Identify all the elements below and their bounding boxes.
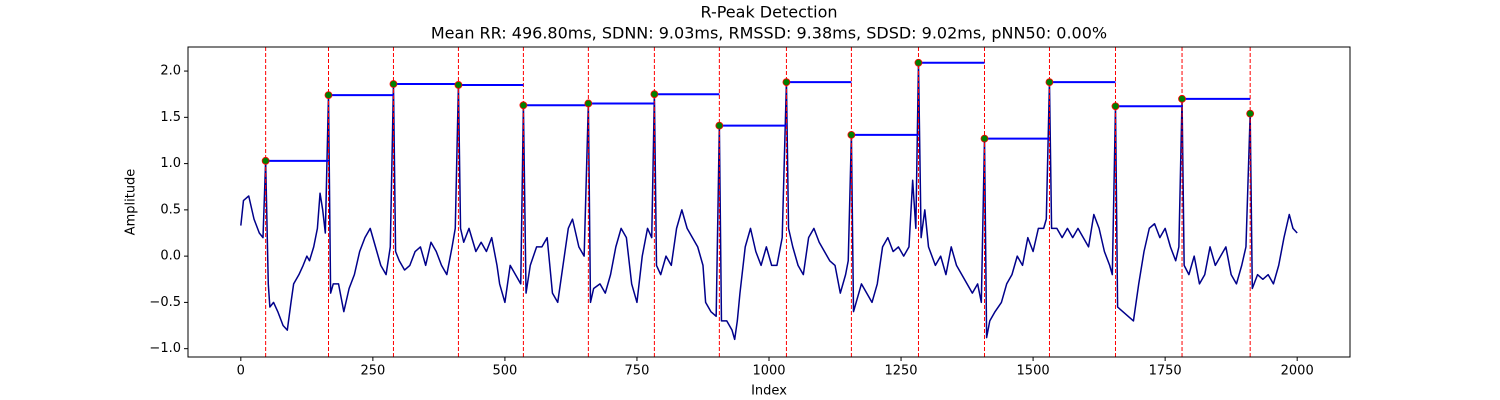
r-peak bbox=[1246, 109, 1255, 118]
x-tick-label: 0 bbox=[237, 364, 245, 379]
r-peak bbox=[584, 99, 593, 108]
y-tick-label: −1.0 bbox=[149, 341, 181, 356]
y-tick-label: 1.5 bbox=[160, 110, 181, 125]
y-tick-label: 1.0 bbox=[160, 156, 181, 171]
chart-subtitle: Mean RR: 496.80ms, SDNN: 9.03ms, RMSSD: … bbox=[431, 24, 1107, 43]
r-peak bbox=[1111, 102, 1120, 111]
x-tick-label: 1750 bbox=[1149, 364, 1182, 379]
y-tick-label: 0.0 bbox=[160, 249, 181, 264]
x-tick-label: 1250 bbox=[884, 364, 917, 379]
x-tick-label: 750 bbox=[625, 364, 650, 379]
x-axis-label: Index bbox=[751, 384, 787, 399]
x-tick-label: 500 bbox=[492, 364, 517, 379]
plot-frame bbox=[187, 46, 1351, 358]
r-peak bbox=[1045, 78, 1054, 87]
r-peak bbox=[261, 156, 270, 165]
r-peak bbox=[847, 131, 856, 139]
y-tick-label: 0.5 bbox=[160, 202, 181, 217]
x-tick-label: 1500 bbox=[1017, 364, 1050, 379]
y-tick-label: −0.5 bbox=[149, 295, 181, 310]
x-tick-label: 1000 bbox=[752, 364, 785, 379]
signal-line bbox=[240, 61, 1298, 341]
x-tick-label: 250 bbox=[360, 364, 385, 379]
y-axis-label: Amplitude bbox=[124, 169, 139, 236]
r-peak bbox=[650, 90, 659, 99]
r-peak bbox=[324, 91, 333, 100]
r-peak bbox=[519, 101, 528, 110]
r-peak bbox=[389, 80, 398, 88]
x-tick-label: 2000 bbox=[1281, 364, 1314, 379]
r-peak bbox=[980, 134, 989, 143]
r-peak bbox=[454, 81, 463, 89]
r-peak bbox=[914, 58, 923, 67]
r-peak bbox=[782, 78, 791, 87]
r-peak bbox=[715, 121, 724, 130]
y-tick-label: 2.0 bbox=[160, 64, 181, 79]
r-peak bbox=[1178, 94, 1186, 103]
chart-title: R-Peak Detection bbox=[700, 3, 837, 22]
